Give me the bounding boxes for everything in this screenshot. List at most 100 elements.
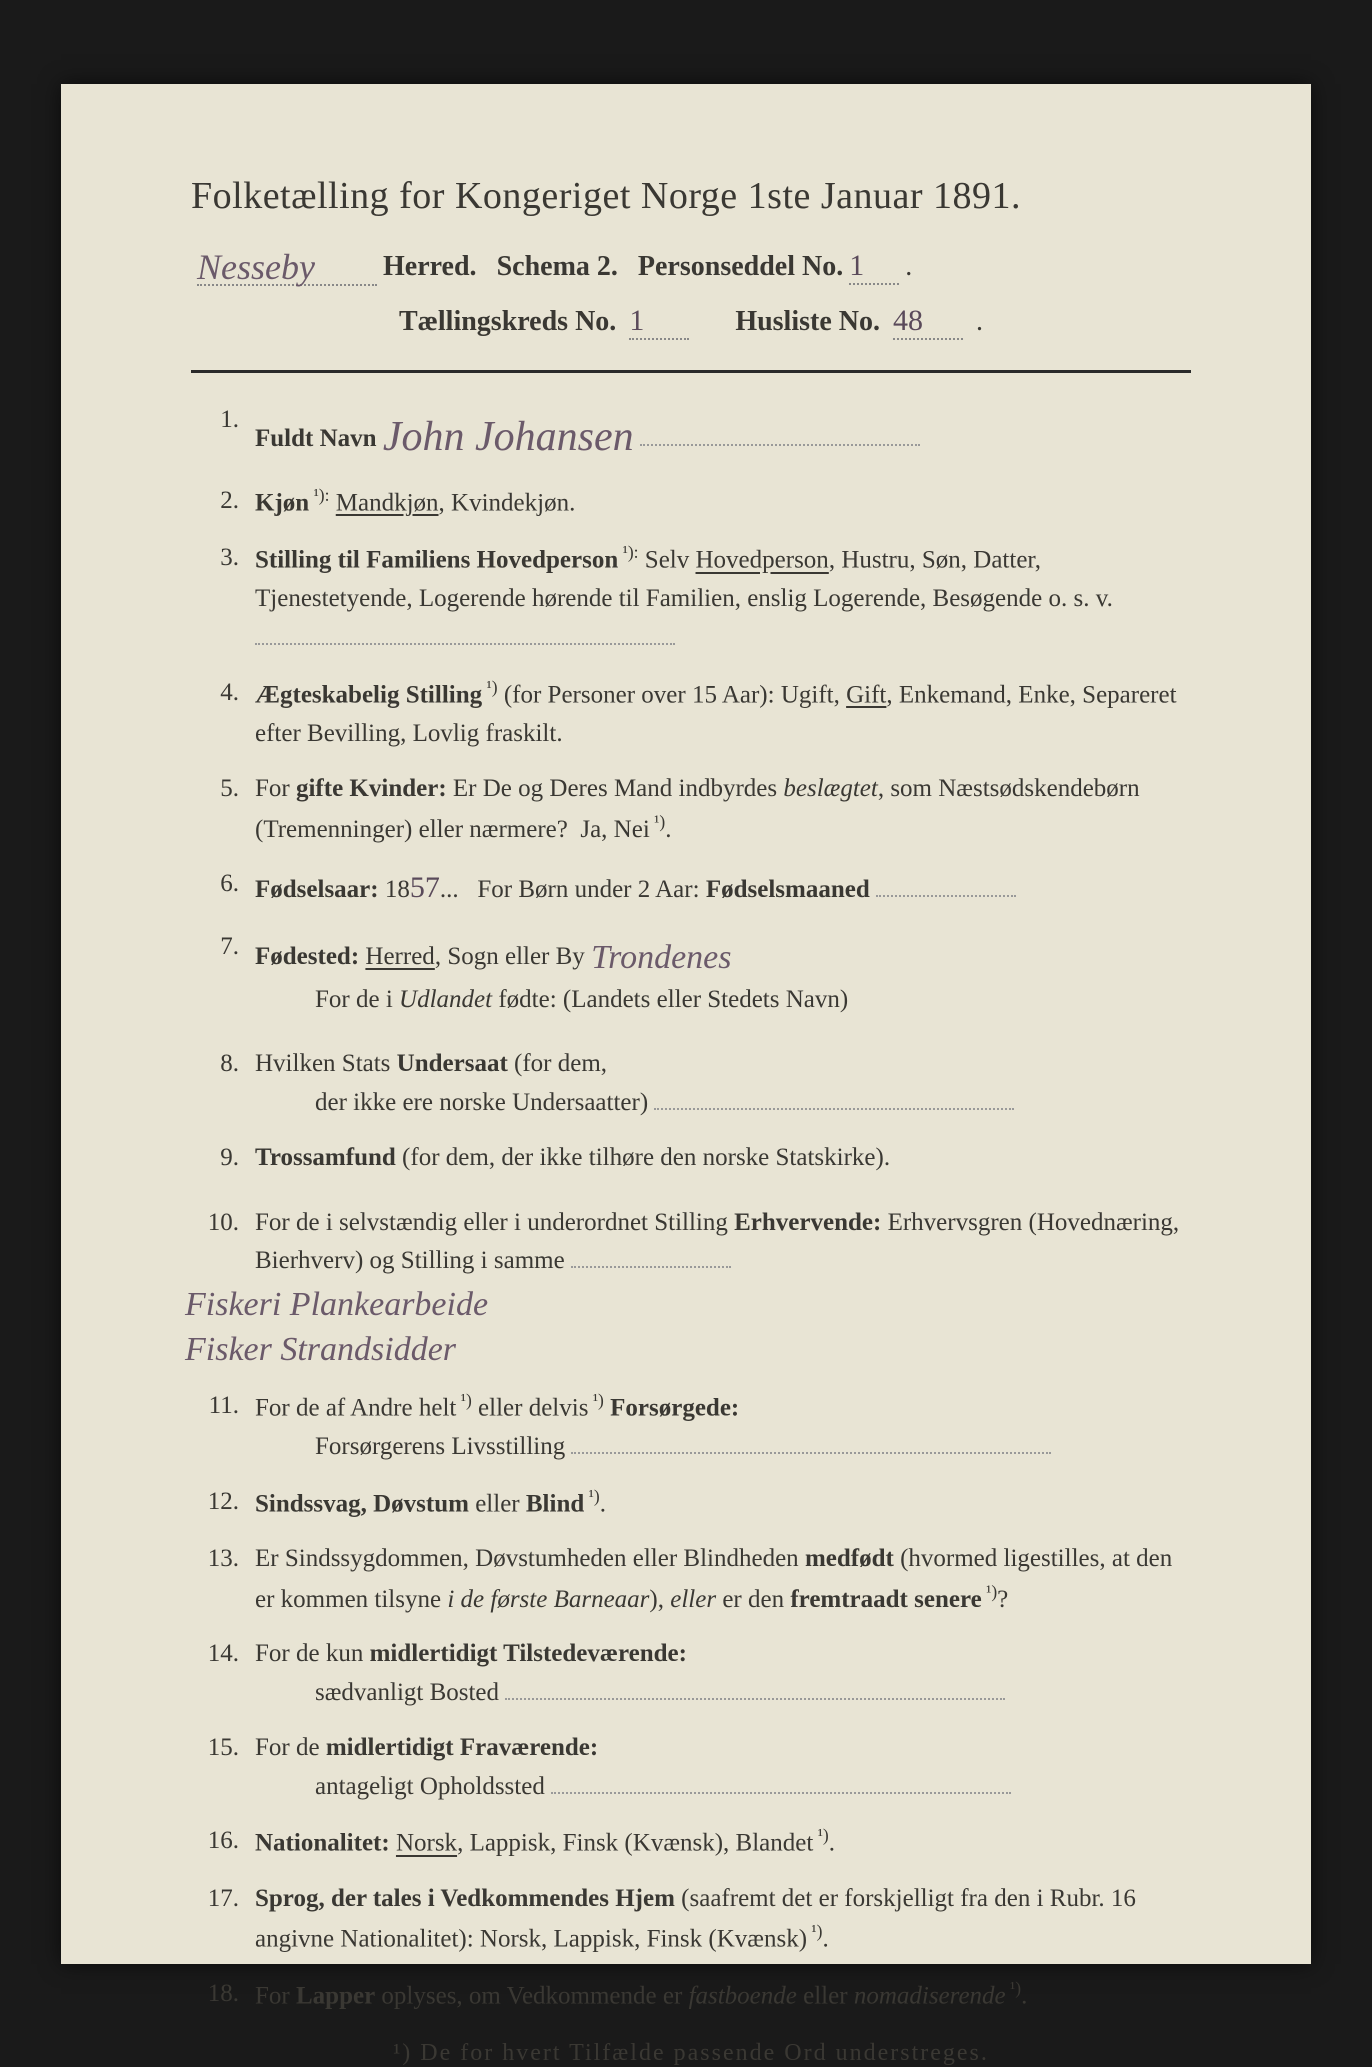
- f6-label-a: Fødselsaar:: [255, 876, 379, 903]
- f7-sel: Herred: [365, 943, 434, 970]
- sup-11a: ¹): [456, 1390, 471, 1410]
- f10-rule: [571, 1266, 731, 1268]
- schema-label: Schema 2.: [497, 251, 618, 283]
- census-form-page: Folketælling for Kongeriget Norge 1ste J…: [61, 84, 1311, 1964]
- field-2: Kjøn ¹): Mandkjøn, Kvindekjøn.: [191, 482, 1191, 523]
- field-15: For de midlertidigt Fraværende: antageli…: [191, 1729, 1191, 1807]
- f14-a: For de kun: [255, 1640, 370, 1667]
- field-17: Sprog, der tales i Vedkommendes Hjem (sa…: [191, 1880, 1191, 1960]
- field-8: Hvilken Stats Undersaat (for dem,der ikk…: [191, 1045, 1191, 1123]
- f2-rest: , Kvindekjøn.: [439, 489, 576, 516]
- f11-label: Forsørgede:: [610, 1394, 739, 1421]
- f10-hand-1: Fiskeri Plankearbeide: [185, 1285, 1191, 1326]
- f9-text: (for dem, der ikke tilhøre den norske St…: [396, 1144, 890, 1171]
- f7-value: Trondenes: [591, 939, 731, 976]
- f15-rule: [551, 1792, 1011, 1794]
- f7-label: Fødested:: [255, 943, 359, 970]
- f10-hand-2: Fisker Strandsidder: [185, 1330, 1191, 1371]
- field-5: For gifte Kvinder: Er De og Deres Mand i…: [191, 770, 1191, 850]
- f11-a: For de af Andre helt: [255, 1394, 456, 1421]
- sup-18: ¹): [1006, 1978, 1021, 1998]
- personseddel-label: Personseddel No.: [638, 251, 843, 283]
- period-2: .: [976, 306, 983, 337]
- f4-selected: Gift: [846, 681, 886, 708]
- f10-label: Erhvervende:: [734, 1209, 881, 1236]
- field-6: Fødselsaar: 1857... For Børn under 2 Aar…: [191, 865, 1191, 912]
- f3-label: Stilling til Familiens Hovedperson: [255, 547, 618, 574]
- sup-4: ¹): [482, 677, 497, 697]
- husliste-no: 48: [893, 304, 923, 337]
- field-9: Trossamfund (for dem, der ikke tilhøre d…: [191, 1139, 1191, 1178]
- footnote: ¹) De for hvert Tilfælde passende Ord un…: [191, 2040, 1191, 2067]
- field-1: Fuldt Navn John Johansen: [191, 401, 1191, 466]
- f16-label: Nationalitet:: [255, 1830, 390, 1857]
- f18-i2: nomadiserende: [854, 1983, 1006, 2010]
- f11-rule: [571, 1452, 1051, 1454]
- f5-a: For: [255, 775, 296, 802]
- field-13: Er Sindssygdommen, Døvstumheden eller Bl…: [191, 1540, 1191, 1620]
- f12-text: eller: [469, 1490, 526, 1517]
- f4-label: Ægteskabelig Stilling: [255, 681, 482, 708]
- f18-a: For: [255, 1983, 296, 2010]
- field-11: For de af Andre helt ¹) eller delvis ¹) …: [191, 1387, 1191, 1467]
- field-4: Ægteskabelig Stilling ¹) (for Personer o…: [191, 674, 1191, 754]
- f16-selected: Norsk: [396, 1830, 457, 1857]
- field-list: Fuldt Navn John Johansen Kjøn ¹): Mandkj…: [191, 401, 1191, 2016]
- sup-16: ¹): [813, 1825, 828, 1845]
- sup-12: ¹): [584, 1486, 599, 1506]
- period: .: [905, 251, 912, 283]
- f8-rule: [654, 1108, 1014, 1110]
- f16-text: , Lappisk, Finsk (Kvænsk), Blandet: [457, 1830, 813, 1857]
- f1-value: John Johansen: [383, 414, 634, 460]
- f6-rule: [876, 895, 1016, 897]
- f9-label: Trossamfund: [255, 1144, 396, 1171]
- f3-a: Selv: [645, 547, 696, 574]
- field-18: For Lapper oplyses, om Vedkommende er fa…: [191, 1975, 1191, 2016]
- f1-label: Fuldt Navn: [255, 425, 377, 452]
- f8-label: Undersaat: [397, 1050, 508, 1077]
- f1-rule: [640, 444, 920, 446]
- field-14: For de kun midlertidigt Tilstedeværende:…: [191, 1635, 1191, 1713]
- f7-b: For de i Udlandet fødte: (Landets eller …: [255, 986, 848, 1013]
- field-16: Nationalitet: Norsk, Lappisk, Finsk (Kvæ…: [191, 1822, 1191, 1863]
- sup-11b: ¹): [588, 1390, 603, 1410]
- f14-b: sædvanligt Bosted: [255, 1679, 499, 1706]
- f7-a: , Sogn eller By: [435, 943, 591, 970]
- f14-rule: [505, 1698, 1005, 1700]
- f3-rule: [255, 643, 675, 645]
- personseddel-no: 1: [849, 249, 864, 282]
- divider: [191, 370, 1191, 373]
- f11-b: eller delvis: [478, 1394, 588, 1421]
- f14-label: midlertidigt Tilstedeværende:: [370, 1640, 687, 1667]
- f5-label: gifte Kvinder:: [296, 775, 447, 802]
- f2-label: Kjøn: [255, 489, 309, 516]
- header-row-1: Nesseby Herred. Schema 2. Personseddel N…: [191, 242, 1191, 286]
- f6-dots: ...: [440, 876, 459, 903]
- f18-label: Lapper: [296, 1983, 375, 2010]
- f8-a: Hvilken Stats: [255, 1050, 397, 1077]
- f15-a: For de: [255, 1734, 326, 1761]
- sup-1: ¹):: [309, 485, 329, 505]
- f6-label-b: For Børn under 2 Aar:: [477, 876, 699, 903]
- header-row-2: Tællingskreds No. 1 Husliste No. 48 .: [191, 304, 1191, 340]
- f6-year: 57: [410, 871, 440, 904]
- f18-b: oplyses, om Vedkommende er: [375, 1983, 688, 2010]
- f4-a: Ugift,: [781, 681, 846, 708]
- sup-3: ¹):: [618, 542, 638, 562]
- f11-c: Forsørgerens Livsstilling: [255, 1433, 565, 1460]
- f18-c: eller: [797, 1983, 854, 2010]
- sup-17: ¹): [807, 1921, 822, 1941]
- herred-name: Nesseby: [197, 247, 315, 287]
- field-7: Fødested: Herred, Sogn eller By Trondene…: [191, 928, 1191, 1019]
- f2-selected: Mandkjøn: [336, 489, 439, 516]
- field-3: Stilling til Familiens Hovedperson ¹): S…: [191, 539, 1191, 658]
- husliste-label: Husliste No.: [735, 306, 880, 337]
- taellingskreds-label: Tællingskreds No.: [399, 306, 616, 337]
- f12-label: Sindssvag, Døvstum: [255, 1490, 469, 1517]
- field-12: Sindssvag, Døvstum eller Blind ¹).: [191, 1483, 1191, 1524]
- f10-a: For de i selvstændig eller i underordnet…: [255, 1209, 734, 1236]
- field-10: For de i selvstændig eller i underordnet…: [191, 1204, 1191, 1371]
- f15-b: antageligt Opholdssted: [255, 1773, 545, 1800]
- f12-label2: Blind: [526, 1490, 584, 1517]
- f6-label-c: Fødselsmaaned: [706, 876, 870, 903]
